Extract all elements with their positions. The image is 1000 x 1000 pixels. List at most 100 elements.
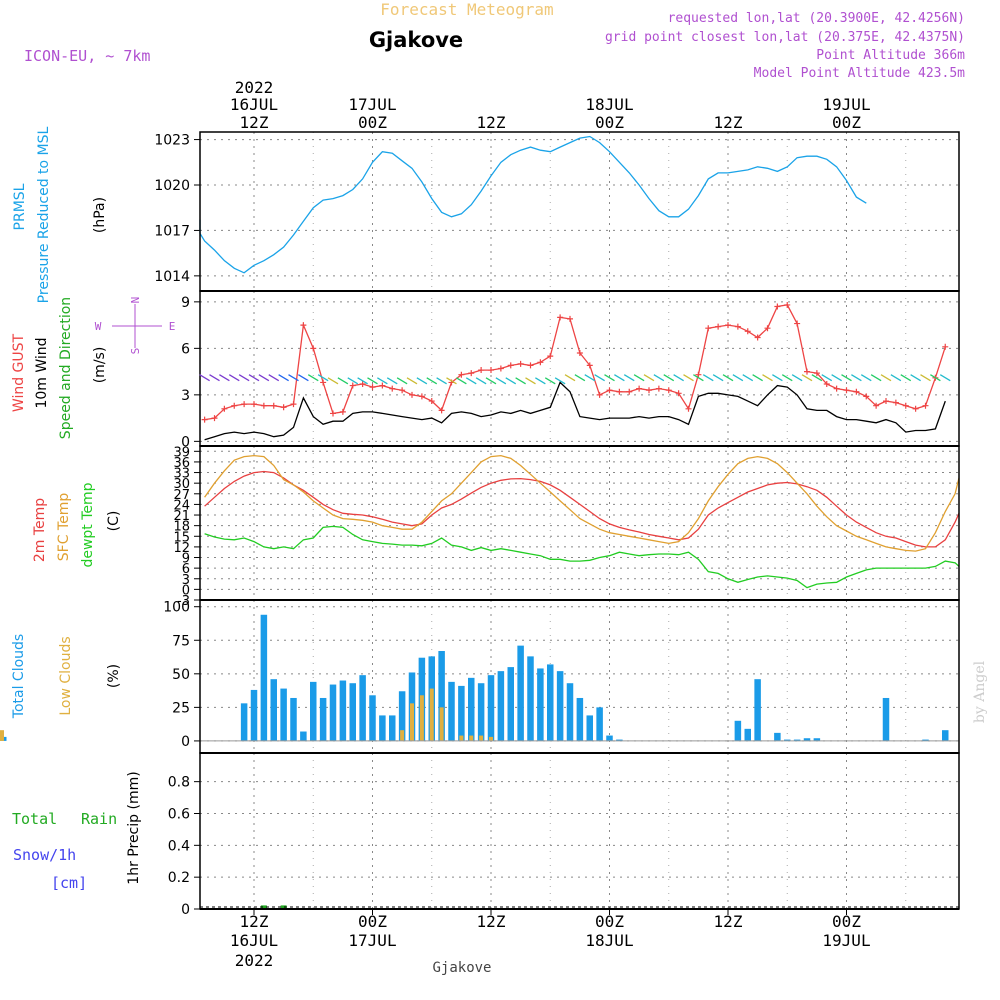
pressure-label-2: Pressure Reduced to MSL (36, 126, 52, 303)
low-cloud-bar (400, 730, 405, 741)
wind-arrow (623, 374, 635, 382)
point-altitude: Point Altitude 366m (816, 48, 965, 63)
gust-marker (734, 323, 741, 330)
total-cloud-bar (813, 738, 821, 741)
total-cloud-bar (744, 728, 751, 741)
gust-marker (863, 393, 870, 400)
gust-marker (468, 370, 475, 377)
panel-pressure: 1014 1017 1020 1023 (154, 131, 960, 292)
credit: by Angel (972, 660, 988, 723)
wind-arrow (396, 377, 408, 385)
ytick-label-temp: 3 (182, 573, 190, 588)
wind-arrow (199, 374, 210, 382)
total-cloud-bar (734, 720, 742, 741)
bottom-axis-hour: 00Z (832, 912, 861, 931)
wind-arrow (801, 374, 813, 382)
ytick-label-wind: 9 (181, 295, 190, 311)
temp-unit: (C) (106, 511, 122, 532)
total-cloud-bar (803, 738, 811, 741)
gust-marker (478, 367, 485, 374)
gust-marker (655, 385, 662, 392)
requested-coords: requested lon,lat (20.3900E, 42.4256N) (668, 11, 965, 26)
gust-marker (379, 382, 386, 389)
top-axis-date: 17JUL (348, 95, 396, 114)
total-cloud-bar (349, 683, 356, 741)
gust-marker (399, 387, 406, 394)
wind-arrow (811, 374, 823, 382)
wind-arrow (702, 374, 714, 382)
ytick-label-pressure: 1020 (154, 178, 190, 194)
ytick-label-clouds: 0 (181, 734, 190, 750)
ytick-label-temp: 6 (182, 562, 190, 577)
snow-label: Snow/1h (13, 846, 76, 864)
wind-arrow (317, 374, 329, 382)
total-cloud-bar (310, 681, 317, 741)
total-cloud-bar (922, 739, 929, 741)
total-cloud-bar (329, 684, 337, 741)
wind-arrow (653, 374, 665, 382)
gust-marker (774, 303, 781, 310)
model-label: ICON-EU, ~ 7km (24, 47, 150, 65)
bottom-axis-hour: 12Z (477, 912, 506, 931)
wind-arrow (465, 377, 477, 385)
wind-arrow (683, 374, 694, 382)
wind-arrow (475, 377, 487, 385)
compass-north: N (129, 297, 142, 304)
bottom-axis-date: 16JUL (230, 931, 278, 950)
panel-frame-pressure (199, 131, 960, 292)
wind-arrow (643, 374, 655, 382)
bottom-axis-hour: 12Z (714, 912, 743, 931)
total-cloud-bar (319, 697, 327, 741)
gust-marker (339, 408, 346, 415)
total-cloud-bar (300, 731, 307, 741)
precip-unit: 1hr Precip (mm) (126, 771, 142, 884)
panel-clouds: 0 25 50 75 100 (0, 599, 960, 754)
total-cloud-bar (379, 715, 386, 741)
total-cloud-bar (566, 683, 574, 741)
gust-marker (389, 385, 396, 392)
dewpt-label: dewpt Temp (80, 482, 96, 567)
total-cloud-bar (754, 679, 761, 741)
bottom-axis-date: 17JUL (348, 931, 396, 950)
total-cloud-bar (438, 651, 445, 741)
wind-arrow (298, 374, 309, 382)
wind-arrow (614, 374, 625, 382)
total-cloud-bar (517, 645, 524, 741)
gust-marker (794, 320, 801, 327)
ytick-label-precip: 0.8 (168, 775, 190, 791)
gust-marker (725, 322, 731, 329)
gust-marker (616, 388, 623, 395)
series-line-2m-temp (204, 470, 960, 548)
clouds-unit: (%) (106, 664, 122, 688)
gust-marker (300, 322, 307, 329)
panel-frame-precip (199, 752, 960, 910)
ytick-label-wind: 0 (181, 434, 190, 450)
wind-arrow (278, 374, 289, 382)
wind-arrow (288, 374, 299, 382)
ytick-label-precip: 0 (181, 902, 190, 918)
top-axis-hour: 00Z (832, 113, 861, 132)
ytick-label-temp: 9 (182, 552, 190, 567)
wind-arrow (327, 377, 339, 385)
wind-arrow (781, 374, 793, 382)
gust-marker (547, 353, 554, 360)
gust-marker (715, 323, 722, 330)
ytick-label-temp: 39 (173, 445, 190, 460)
total-cloud-bar (882, 697, 890, 741)
gust-marker (369, 384, 376, 391)
wind-arrow (515, 377, 526, 385)
wind-arrow (337, 377, 349, 385)
wind-arrow (712, 374, 724, 382)
gust-marker (330, 410, 336, 417)
gust-marker (497, 365, 504, 372)
wind-arrow (930, 374, 941, 382)
top-axis-hour: 00Z (595, 113, 624, 132)
gust-marker (359, 381, 366, 387)
meteogram-title: Forecast Meteogram (380, 0, 553, 19)
rain-bar (260, 905, 267, 909)
total-cloud-bar (280, 688, 287, 741)
gust-marker (409, 391, 415, 398)
panel-frame-temp (199, 445, 960, 601)
wind-arrow (535, 377, 546, 385)
